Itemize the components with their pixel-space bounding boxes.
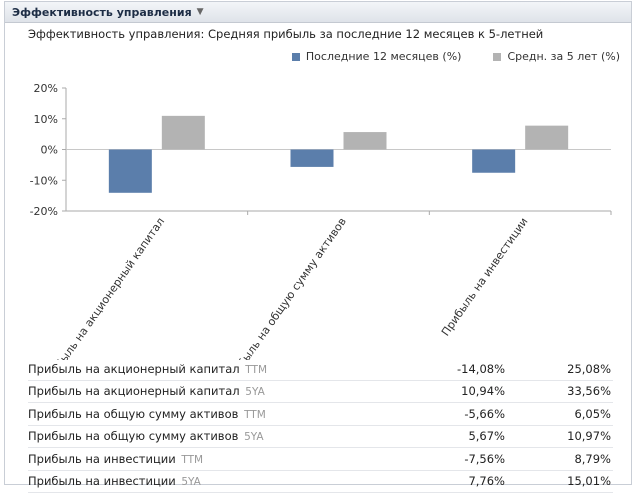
row-label-text: Прибыль на инвестиции (28, 474, 176, 488)
row-period-tag: TTM (244, 409, 266, 421)
row-label-text: Прибыль на общую сумму активов (28, 407, 238, 421)
industry-value: 33,56% (567, 384, 611, 398)
row-label-text: Прибыль на общую сумму активов (28, 429, 238, 443)
row-label-text: Прибыль на акционерный капитал (28, 362, 240, 376)
table-row: Прибыль на общую сумму активов TTM-5,66%… (28, 403, 613, 426)
x-tick-label: Прибыль на акционерный капитал (41, 215, 168, 360)
row-label: Прибыль на акционерный капитал TTM (28, 362, 613, 376)
company-value: -5,66% (464, 407, 505, 421)
industry-value: 6,05% (574, 407, 611, 421)
ratios-table: Прибыль на акционерный капитал TTM-14,08… (28, 358, 613, 493)
x-tick-label: Прибыль на общую сумму активов (223, 215, 349, 360)
bar-5ya (162, 116, 205, 150)
row-label: Прибыль на акционерный капитал 5YA (28, 384, 613, 398)
y-tick-label: -10% (30, 174, 58, 187)
row-period-tag: 5YA (181, 476, 200, 488)
industry-value: 25,08% (567, 362, 611, 376)
y-tick-label: -20% (30, 205, 58, 218)
bar-ttm (109, 150, 152, 193)
industry-value: 10,97% (567, 429, 611, 443)
bar-ttm (291, 150, 334, 167)
bar-5ya (525, 126, 568, 150)
row-label: Прибыль на инвестиции 5YA (28, 474, 613, 488)
company-value: 5,67% (468, 429, 505, 443)
industry-value: 15,01% (567, 474, 611, 488)
row-label-text: Прибыль на инвестиции (28, 452, 176, 466)
company-value: 7,76% (468, 474, 505, 488)
bar-5ya (344, 132, 387, 149)
row-period-tag: TTM (181, 454, 203, 466)
row-label: Прибыль на общую сумму активов TTM (28, 407, 613, 421)
industry-value: 8,79% (574, 452, 611, 466)
table-row: Прибыль на акционерный капитал TTM-14,08… (28, 358, 613, 381)
row-period-tag: TTM (245, 364, 267, 376)
row-period-tag: 5YA (245, 386, 264, 398)
table-row: Прибыль на инвестиции TTM-7,56%8,79% (28, 448, 613, 471)
company-value: 10,94% (461, 384, 505, 398)
y-tick-label: 20% (34, 82, 58, 95)
row-label: Прибыль на общую сумму активов 5YA (28, 429, 613, 443)
row-label: Прибыль на инвестиции TTM (28, 452, 613, 466)
row-period-tag: 5YA (244, 431, 263, 443)
row-label-text: Прибыль на акционерный капитал (28, 384, 240, 398)
bar-chart: 20% 10% 0% -10% -20%Прибыль на акционерный к… (0, 0, 640, 360)
company-value: -7,56% (464, 452, 505, 466)
x-tick-label: Прибыль на инвестиции (439, 215, 531, 338)
bar-ttm (472, 150, 515, 173)
y-tick-label: 0% (41, 144, 58, 157)
company-value: -14,08% (457, 362, 505, 376)
y-tick-label: 10% (34, 113, 58, 126)
